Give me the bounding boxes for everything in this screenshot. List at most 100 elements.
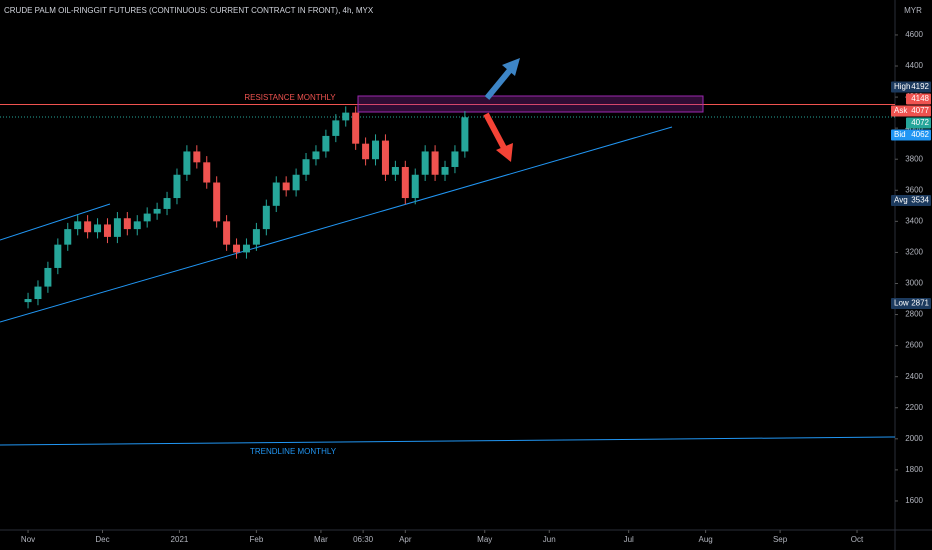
trendline xyxy=(0,126,673,323)
candle-body xyxy=(153,208,161,214)
candle-body xyxy=(352,112,360,144)
candle-body xyxy=(391,166,399,175)
candle-body xyxy=(84,221,92,233)
x-tick-label: Nov xyxy=(21,535,35,544)
candle-body xyxy=(342,112,350,121)
candle-body xyxy=(262,205,270,230)
x-tick-label: May xyxy=(477,535,492,544)
y-tick-label: 2400 xyxy=(905,372,923,381)
candle-body xyxy=(123,218,131,230)
price-label-value: 4062 xyxy=(911,130,929,139)
candle-body xyxy=(401,166,409,199)
channel-line xyxy=(0,203,111,241)
price-label-name: Bid xyxy=(894,130,906,139)
x-tick-label: Jul xyxy=(624,535,634,544)
annotation: TRENDLINE MONTHLY xyxy=(250,447,337,456)
candle-body xyxy=(312,151,320,160)
candle-body xyxy=(24,299,32,303)
candle-body xyxy=(44,267,52,287)
price-label-value: 4077 xyxy=(911,106,929,115)
y-tick-label: 3600 xyxy=(905,185,923,194)
candle-body xyxy=(322,135,330,152)
down-arrow xyxy=(483,112,513,162)
price-label-name: High xyxy=(894,82,910,91)
x-tick-label: Dec xyxy=(95,535,109,544)
candle-body xyxy=(302,159,310,175)
candle-body xyxy=(94,224,102,233)
candle-body xyxy=(272,182,280,206)
price-label-box xyxy=(891,81,931,93)
candle-body xyxy=(252,229,260,245)
price-label-box xyxy=(891,298,931,310)
monthly-trendline xyxy=(0,436,896,446)
price-label-value: 4072 xyxy=(911,118,929,127)
x-tick-label: Feb xyxy=(249,535,263,544)
annotation: RESISTANCE MONTHLY xyxy=(244,93,336,102)
price-label-box xyxy=(906,117,931,129)
y-tick-label: 2600 xyxy=(905,341,923,350)
candle-body xyxy=(421,151,429,175)
candle-body xyxy=(183,151,191,175)
price-label-value: 4148 xyxy=(911,94,929,103)
y-tick-label: 2800 xyxy=(905,310,923,319)
candle-body xyxy=(292,174,300,191)
candle-body xyxy=(54,244,62,268)
candle-body xyxy=(133,221,141,230)
candle-body xyxy=(233,244,241,253)
price-label-value: 4192 xyxy=(911,82,929,91)
candle-body xyxy=(74,221,82,230)
candle-body xyxy=(103,224,111,237)
x-tick-label: Oct xyxy=(851,535,864,544)
candle-body xyxy=(242,244,250,253)
candle-body xyxy=(332,120,340,136)
candle-body xyxy=(282,182,290,191)
price-label-box xyxy=(906,93,931,105)
candle-body xyxy=(113,218,121,237)
x-tick-label: Mar xyxy=(314,535,328,544)
up-arrow xyxy=(484,58,520,100)
candle-body xyxy=(163,198,171,209)
candle-body xyxy=(381,140,389,175)
candle-body xyxy=(223,221,231,245)
currency: MYR xyxy=(904,6,922,15)
x-tick-label: Apr xyxy=(399,535,412,544)
candle-body xyxy=(411,174,419,199)
price-label-box xyxy=(891,195,931,207)
y-tick-label: 2000 xyxy=(905,434,923,443)
x-tick-label: 06:30 xyxy=(353,535,374,544)
candle-body xyxy=(441,166,449,175)
candle-body xyxy=(451,151,459,167)
y-tick-label: 1800 xyxy=(905,465,923,474)
candle-body xyxy=(193,151,201,163)
price-label-name: Avg xyxy=(894,196,908,205)
x-tick-label: 2021 xyxy=(171,535,189,544)
price-label-box xyxy=(891,105,931,117)
price-label-value: 2871 xyxy=(911,299,929,308)
candle-body xyxy=(372,140,380,160)
candle-body xyxy=(213,182,221,222)
y-tick-label: 3800 xyxy=(905,154,923,163)
x-tick-label: Jun xyxy=(543,535,556,544)
candle-body xyxy=(461,117,469,152)
candle-body xyxy=(431,151,439,175)
candle-body xyxy=(64,229,72,245)
chart-title: CRUDE PALM OIL-RINGGIT FUTURES (CONTINUO… xyxy=(4,6,374,15)
y-tick-label: 1600 xyxy=(905,496,923,505)
y-tick-label: 2200 xyxy=(905,403,923,412)
y-tick-label: 4600 xyxy=(905,30,923,39)
y-tick-label: 3200 xyxy=(905,248,923,257)
price-label-name: Low xyxy=(894,299,909,308)
x-tick-label: Aug xyxy=(699,535,713,544)
candle-body xyxy=(362,143,370,160)
x-tick-label: Sep xyxy=(773,535,788,544)
y-tick-label: 3000 xyxy=(905,279,923,288)
y-tick-label: 3400 xyxy=(905,216,923,225)
candle-body xyxy=(34,286,42,300)
candle-body xyxy=(143,213,151,222)
price-label-value: 3534 xyxy=(911,196,929,205)
price-label-box xyxy=(891,129,931,141)
y-tick-label: 4400 xyxy=(905,61,923,70)
resistance-zone xyxy=(357,95,704,113)
